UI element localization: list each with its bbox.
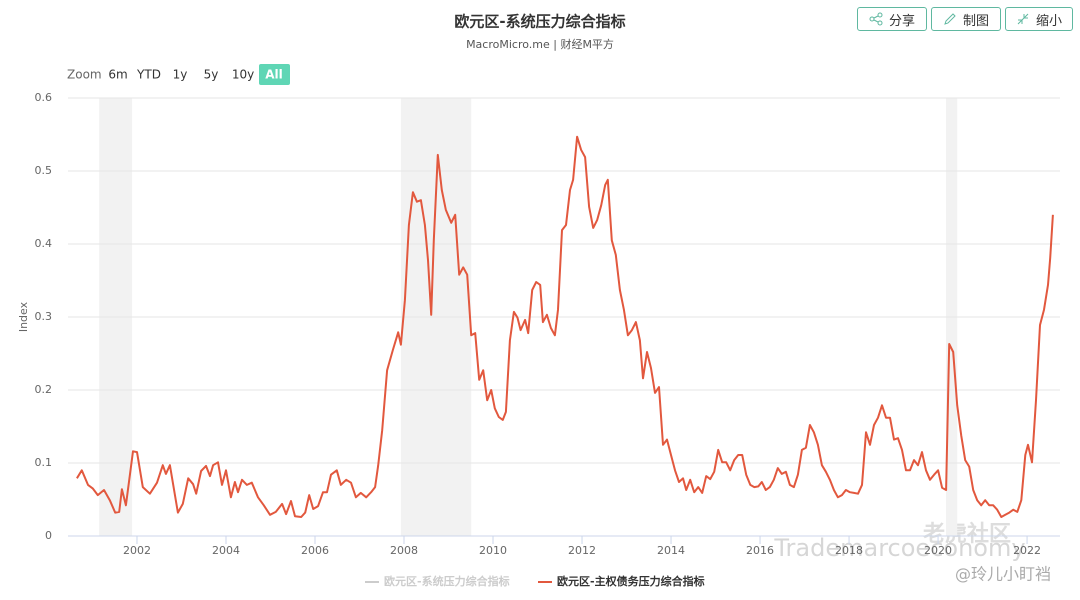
x-tick-label: 2006 <box>301 544 329 557</box>
chart-title: 欧元区-系统压力综合指标 <box>454 13 625 31</box>
data-line <box>76 135 1054 518</box>
shrink-button[interactable]: 缩小 <box>1005 7 1073 31</box>
x-tick-label: 2016 <box>746 544 774 557</box>
y-tick-label: 0 <box>45 529 52 542</box>
share-icon <box>869 12 883 26</box>
shrink-icon <box>1017 13 1029 25</box>
zoom-option[interactable]: 6m <box>108 68 127 82</box>
zoom-active-bg <box>259 64 290 85</box>
legend-label: 欧元区-主权债务压力综合指标 <box>557 574 705 588</box>
share-button[interactable]: 分享 <box>857 7 927 31</box>
y-tick-label: 0.3 <box>35 310 53 323</box>
x-tick-label: 2022 <box>1013 544 1041 557</box>
y-axis-label: Index <box>17 301 30 332</box>
button-label: 制图 <box>962 13 989 29</box>
x-tick-label: 2020 <box>924 544 952 557</box>
x-tick-label: 2010 <box>479 544 507 557</box>
zoom-option[interactable]: All <box>265 68 283 82</box>
legend-label: 欧元区-系统压力综合指标 <box>384 574 510 588</box>
watermark: 老虎社区 <box>922 521 1011 547</box>
zoom-option[interactable]: 1y <box>173 68 188 82</box>
y-tick-label: 0.1 <box>35 456 53 469</box>
x-tick-label: 2012 <box>568 544 596 557</box>
zoom-option[interactable]: 5y <box>204 68 219 82</box>
zoom-label: Zoom <box>67 68 102 82</box>
plot-background <box>68 97 1060 537</box>
legend-item[interactable]: 欧元区-系统压力综合指标 <box>365 574 510 588</box>
y-tick-label: 0.6 <box>35 91 53 104</box>
chart-subtitle: MacroMicro.me | 财经M平方 <box>466 37 614 51</box>
zoom-option[interactable]: 10y <box>232 68 254 82</box>
y-tick-label: 0.4 <box>35 237 53 250</box>
watermark: @玲儿小盯裆 <box>955 565 1051 584</box>
watermark: Trademarcoeconomy <box>773 534 1025 562</box>
button-label: 分享 <box>888 13 915 29</box>
x-tick-label: 2014 <box>657 544 685 557</box>
pen-icon <box>944 13 956 25</box>
x-tick-label: 2004 <box>212 544 240 557</box>
x-tick-label: 2008 <box>390 544 418 557</box>
legend-item[interactable]: 欧元区-主权债务压力综合指标 <box>538 574 705 588</box>
y-tick-label: 0.5 <box>35 164 53 177</box>
draw-button[interactable]: 制图 <box>931 7 1001 31</box>
x-tick-label: 2002 <box>123 544 151 557</box>
x-tick-label: 2018 <box>835 544 863 557</box>
zoom-option[interactable]: YTD <box>136 68 161 82</box>
button-label: 缩小 <box>1035 13 1062 29</box>
y-tick-label: 0.2 <box>35 383 53 396</box>
